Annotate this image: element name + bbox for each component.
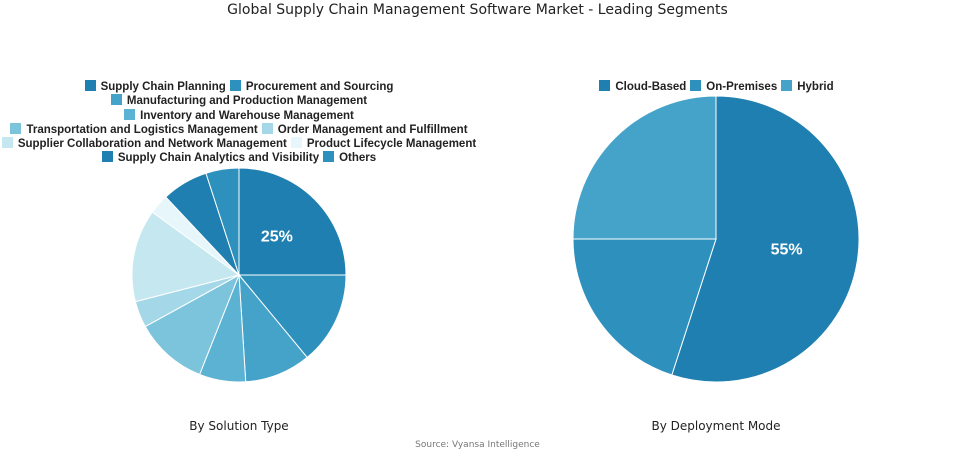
legend-label: Procurement and Sourcing	[245, 81, 394, 93]
legend-item-supplier-collaboration-and-network-management: Supplier Collaboration and Network Manag…	[1, 137, 287, 151]
legend-item-manufacturing-and-production-management: Manufacturing and Production Management	[110, 94, 368, 108]
legend-item-transportation-and-logistics-management: Transportation and Logistics Management	[10, 122, 258, 137]
legend-label: Others	[339, 152, 377, 165]
pie-slice-cloud-based	[671, 95, 860, 383]
legend-swatch	[10, 122, 22, 134]
legend-swatch	[323, 151, 335, 163]
solution-type-legend: Supply Chain Planning Procurement and Sou…	[0, 80, 478, 166]
pie-slice-others	[205, 167, 240, 276]
legend-label: Supply Chain Planning	[100, 81, 226, 93]
deployment-mode-caption: By Deployment Mode	[651, 419, 781, 433]
legend-item-cloud-based: Cloud-Based	[599, 80, 686, 94]
pie-slice-supply-chain-planning	[238, 167, 347, 276]
legend-label: Manufacturing and Production Management	[126, 95, 368, 108]
legend-swatch	[110, 94, 122, 106]
legend-swatch	[229, 80, 241, 91]
legend-swatch	[690, 80, 702, 91]
legend-item-procurement-and-sourcing: Procurement and Sourcing	[229, 80, 394, 94]
pie-slice-transportation-and-logistics-management	[144, 273, 240, 376]
legend-item-inventory-and-warehouse-management: Inventory and Warehouse Management	[124, 108, 354, 123]
legend-swatch	[290, 137, 302, 149]
solution-type-pie: 25%	[131, 167, 347, 383]
legend-swatch	[599, 80, 611, 91]
legend-row: Manufacturing and Production Management	[0, 94, 478, 108]
legend-label: Cloud-Based	[615, 81, 687, 93]
legend-row: Supply Chain Analytics and Visibility Oth…	[0, 151, 478, 165]
legend-item-supply-chain-planning: Supply Chain Planning	[84, 80, 226, 94]
solution-type-caption: By Solution Type	[189, 419, 289, 433]
legend-item-others: Others	[323, 151, 376, 165]
legend-swatch	[261, 122, 273, 134]
legend-swatch	[84, 80, 96, 91]
pie-slice-on-premises	[572, 238, 717, 376]
legend-swatch	[101, 151, 113, 163]
legend-swatch	[1, 137, 13, 149]
legend-label: Hybrid	[797, 81, 834, 93]
legend-item-hybrid: Hybrid	[781, 80, 834, 94]
legend-label: Inventory and Warehouse Management	[140, 109, 354, 122]
legend-label: Product Lifecycle Management	[306, 138, 477, 151]
legend-item-product-lifecycle-management: Product Lifecycle Management	[290, 137, 477, 151]
pie-slice-supplier-collaboration-and-network-management	[131, 211, 241, 303]
legend-swatch	[781, 80, 793, 91]
legend-row: Inventory and Warehouse Management	[0, 108, 478, 123]
pie-slice-hybrid	[572, 95, 717, 240]
pie-slice-procurement-and-sourcing	[237, 274, 347, 359]
legend-item-order-management-and-fulfillment: Order Management and Fulfillment	[261, 122, 468, 137]
legend-label: Supply Chain Analytics and Visibility	[117, 152, 320, 165]
legend-row: Supplier Collaboration and Network Manag…	[0, 137, 478, 151]
legend-row: Transportation and Logistics Management O…	[0, 122, 478, 137]
legend-swatch	[124, 108, 136, 120]
legend-label: Transportation and Logistics Management	[26, 123, 258, 136]
slice-percent-label: 25%	[261, 229, 293, 246]
legend-label: Order Management and Fulfillment	[277, 123, 468, 136]
deployment-mode-pie: 55%	[572, 95, 860, 383]
chart-title: Global Supply Chain Management Software …	[227, 2, 728, 18]
legend-row: Supply Chain Planning Procurement and Sou…	[0, 80, 478, 94]
source-note: Source: Vyansa Intelligence	[415, 440, 540, 450]
deployment-mode-legend: Cloud-Based On-Premises Hybrid	[478, 80, 955, 94]
legend-label: On-Premises	[706, 81, 778, 93]
slice-percent-label: 55%	[771, 242, 803, 259]
legend-item-supply-chain-analytics-and-visibility: Supply Chain Analytics and Visibility	[101, 151, 320, 165]
legend-item-on-premises: On-Premises	[690, 80, 777, 94]
legend-row: Cloud-Based On-Premises Hybrid	[478, 80, 955, 94]
legend-label: Supplier Collaboration and Network Manag…	[17, 138, 287, 151]
